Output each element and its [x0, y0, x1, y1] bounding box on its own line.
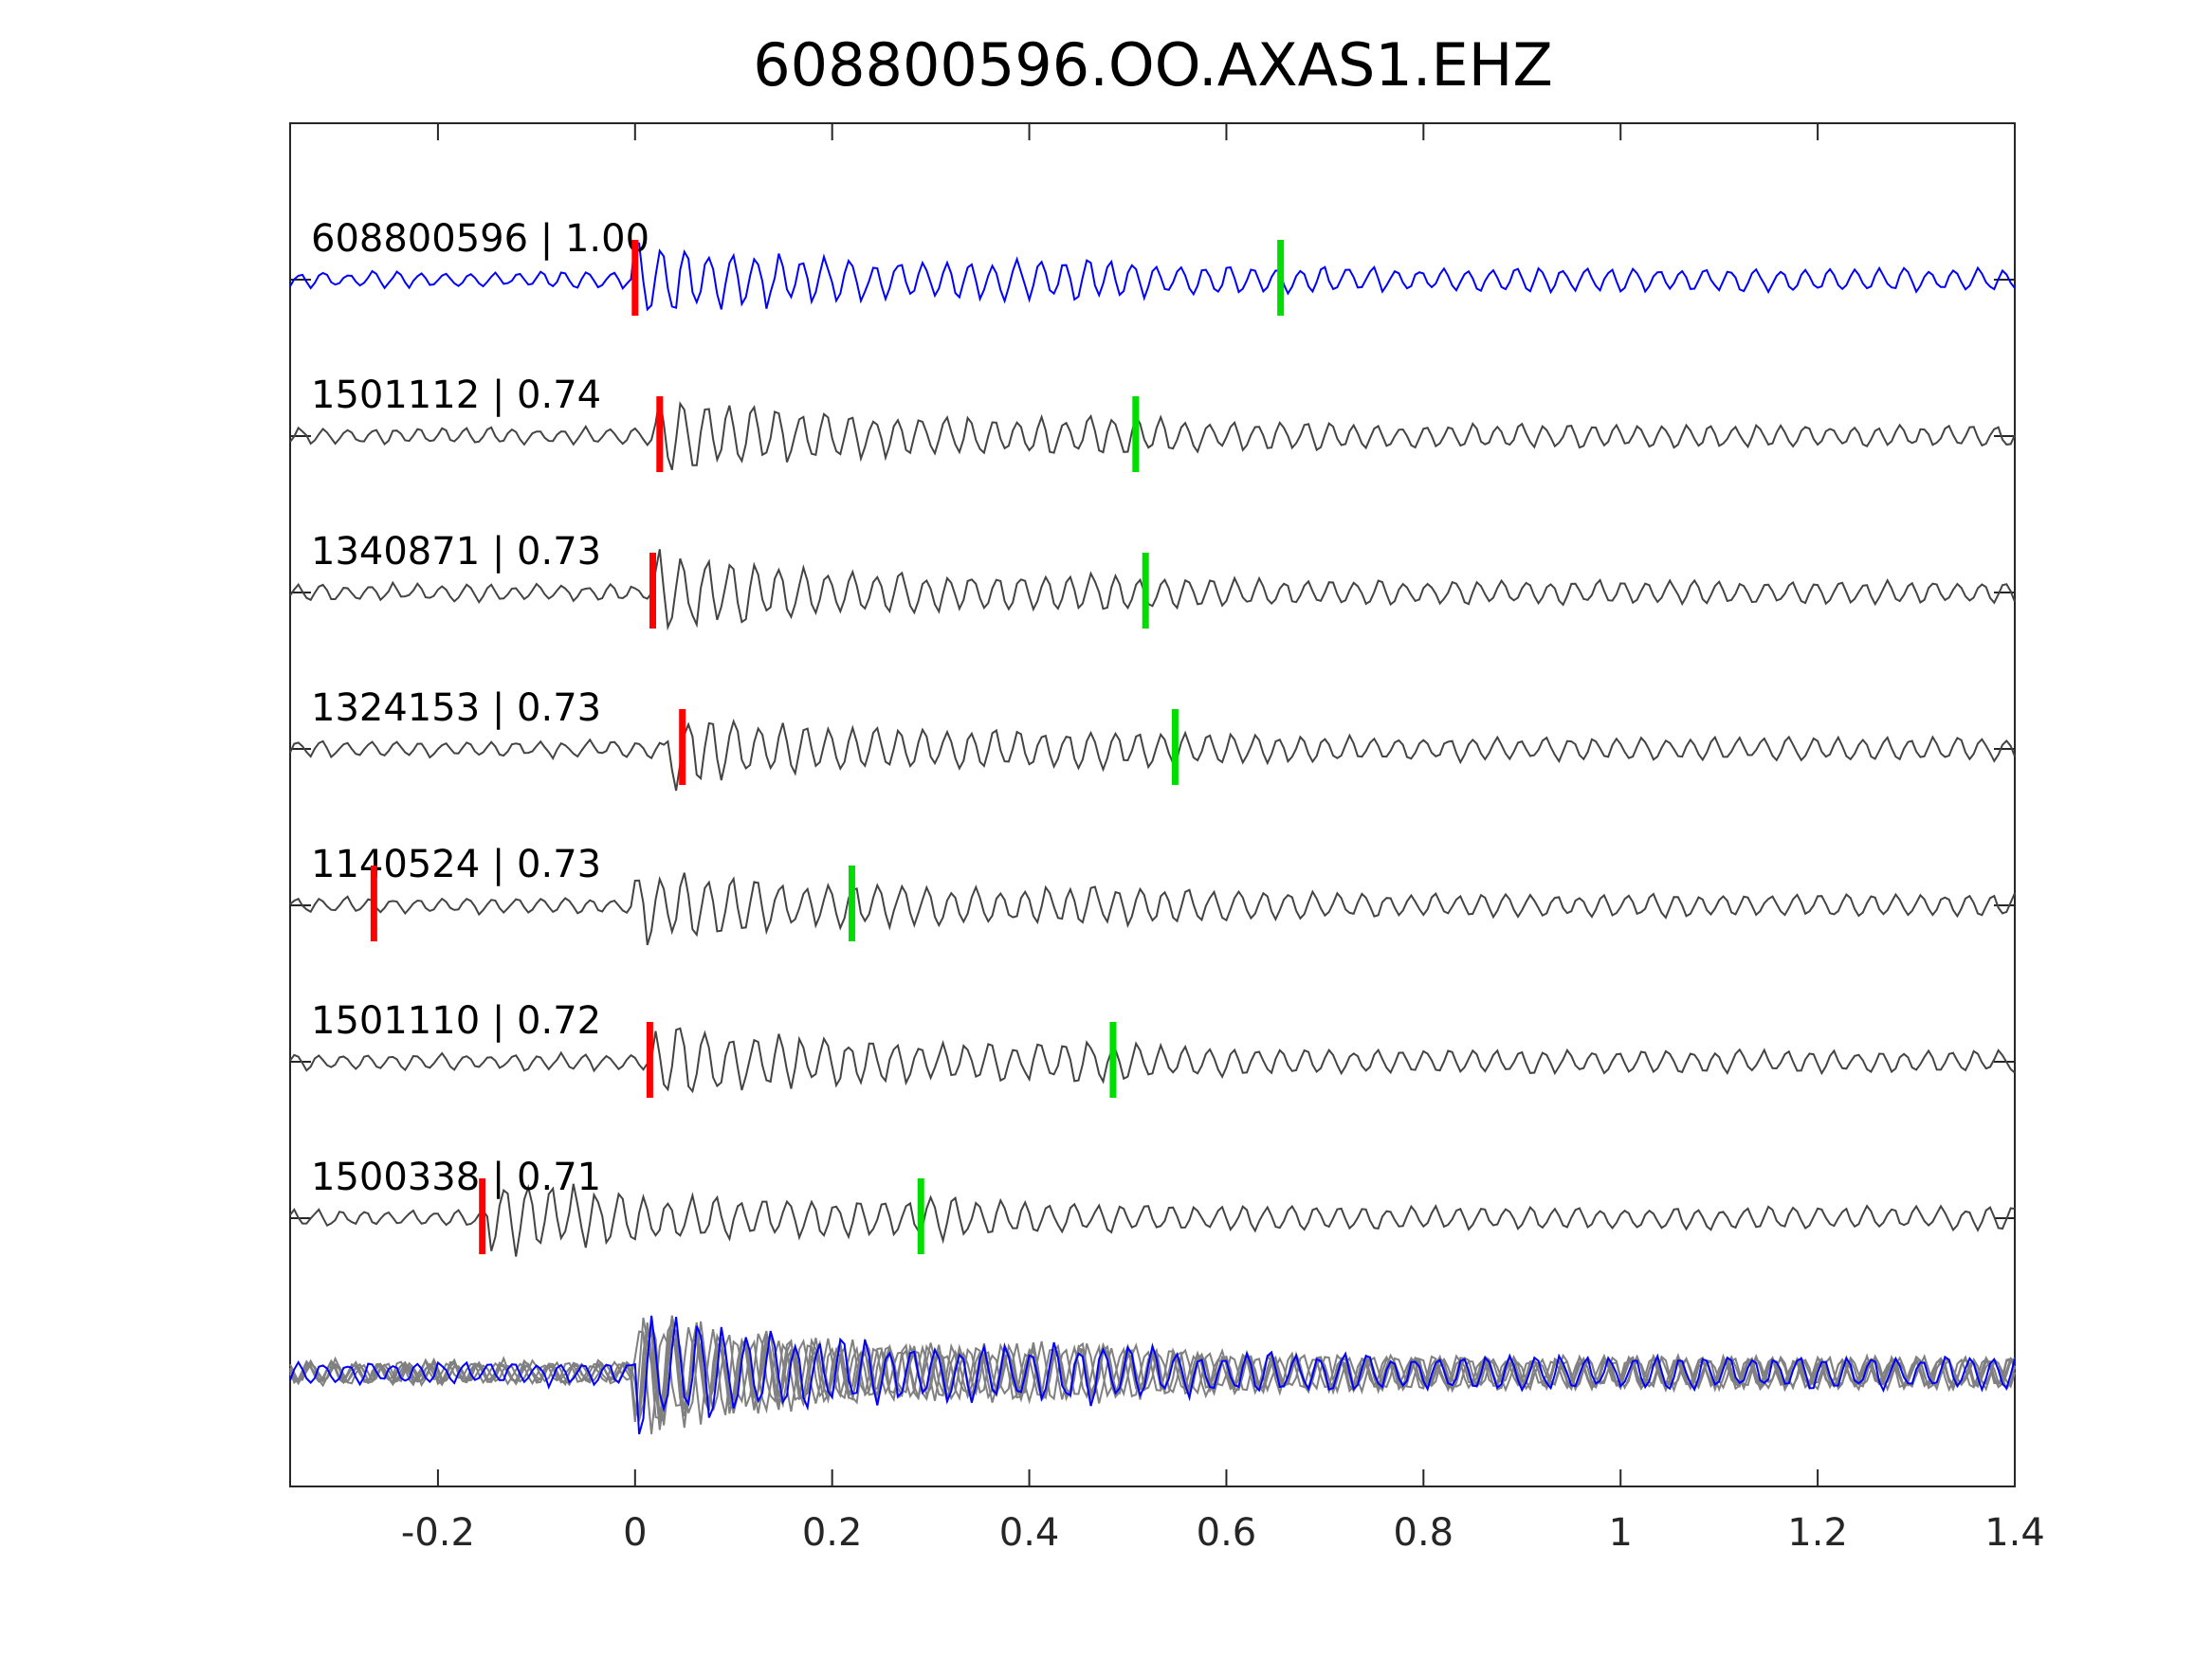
chart-title: 608800596.OO.AXAS1.EHZ: [753, 30, 1553, 100]
trace-label-3: 1324153 | 0.73: [311, 686, 601, 730]
stack-trace-target: [289, 1315, 2016, 1435]
trace-line-2: [289, 549, 2016, 631]
trace-labels: 608800596 | 1.00 1501112 | 0.74 1340871 | …: [311, 217, 649, 1199]
x-tick-label: 0.2: [802, 1511, 863, 1555]
trace-label-1: 1501112 | 0.74: [311, 374, 601, 417]
trace-label-5: 1501110 | 0.72: [311, 999, 601, 1043]
trace-label-4: 1140524 | 0.73: [311, 843, 601, 886]
waveform-traces: [289, 241, 2016, 1257]
stack-trace-5: [289, 1322, 2016, 1424]
trace-label-6: 1500338 | 0.71: [311, 1156, 601, 1199]
x-tick-label: 1: [1609, 1511, 1633, 1555]
x-axis: -0.2 0 0.2 0.4 0.6 0.8 1 1.2 1.4: [401, 123, 2045, 1555]
trace-label-0: 608800596 | 1.00: [311, 217, 649, 261]
plot-area: [289, 122, 2016, 1487]
trace-line-3: [289, 718, 2016, 792]
stack-traces: [289, 1315, 2016, 1435]
phase-picks: [370, 240, 1285, 1254]
trace-line-6: [289, 1183, 2016, 1257]
stack-trace-2: [289, 1317, 2016, 1422]
trace-line-0: [289, 241, 2016, 312]
trace-line-5: [289, 1027, 2016, 1094]
x-tick-label: 1.2: [1787, 1511, 1848, 1555]
x-tick-label: 0.4: [999, 1511, 1060, 1555]
x-tick-label: 0: [623, 1511, 647, 1555]
trace-line-4: [289, 872, 2016, 946]
x-tick-label: 0.6: [1197, 1511, 1257, 1555]
trace-label-2: 1340871 | 0.73: [311, 530, 601, 574]
x-tick-label: 0.8: [1394, 1511, 1454, 1555]
trace-line-1: [289, 397, 2016, 471]
x-tick-label: 1.4: [1984, 1511, 2045, 1555]
x-tick-label: -0.2: [401, 1511, 475, 1555]
